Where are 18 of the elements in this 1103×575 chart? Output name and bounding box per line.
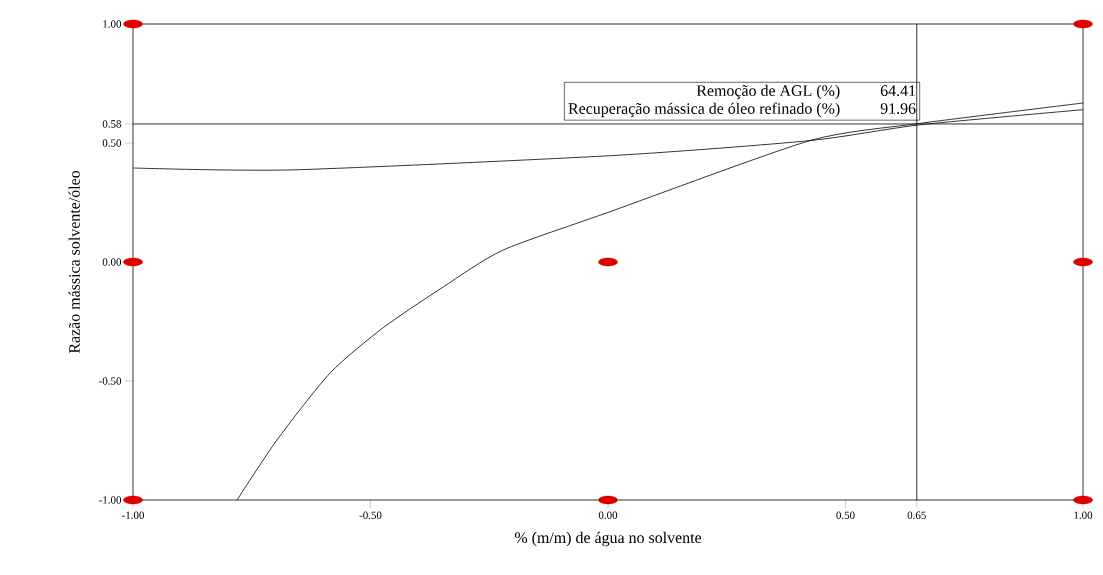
x-tick-label: -1.00 xyxy=(121,511,144,519)
y-tick-label: 1.00 xyxy=(103,20,122,28)
annotation: 91.96 xyxy=(880,103,916,114)
annotation: Remoção de AGL (%) xyxy=(696,84,840,100)
y-axis-title: Razão mássica solvente/óleo xyxy=(68,170,80,354)
x-tick-label: 0.00 xyxy=(598,511,618,519)
x-axis-title: % (m/m) de água no solvente xyxy=(514,531,702,547)
x-tick-label: 0.65 xyxy=(907,511,926,519)
x-tick-label: 1.00 xyxy=(1074,511,1093,519)
y-tick-label: -1.00 xyxy=(99,496,122,504)
y-tick-label: 0.50 xyxy=(102,139,122,147)
x-tick-label: 0.50 xyxy=(836,511,855,519)
y-tick-label: -0.50 xyxy=(99,377,122,385)
y-tick-label: 0.00 xyxy=(102,258,122,266)
annotation: 64.41 xyxy=(880,85,916,97)
annotation: Recuperação mássica de óleo refinado (%) xyxy=(568,102,840,118)
y-tick-label: 0.58 xyxy=(102,120,122,128)
x-tick-label: -0.50 xyxy=(359,511,382,519)
